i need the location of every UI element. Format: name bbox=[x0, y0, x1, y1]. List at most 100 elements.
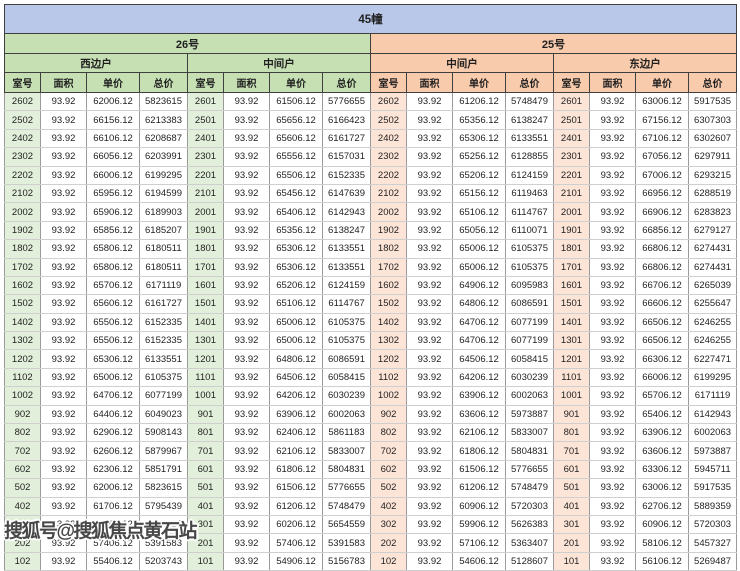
area-cell: 93.92 bbox=[40, 91, 87, 112]
total-price-cell: 6030239 bbox=[322, 386, 371, 406]
table-row: 1402 93.92 65506.12 6152335 1401 93.92 65006.1… bbox=[4, 312, 738, 333]
total-price-cell: 6105375 bbox=[322, 331, 371, 351]
unit-price-cell: 66806.12 bbox=[635, 257, 689, 277]
table-row: 502 93.92 62006.12 5823615 501 93.92 61506.12 5… bbox=[4, 478, 738, 498]
total-price-cell: 6161727 bbox=[139, 294, 188, 314]
area-cell: 93.92 bbox=[40, 220, 87, 241]
area-cell: 93.92 bbox=[223, 496, 270, 516]
total-price-cell: 5748479 bbox=[322, 496, 371, 516]
area-cell: 93.92 bbox=[40, 478, 87, 498]
room-cell: 1301 bbox=[553, 331, 590, 351]
column-header-total-price: 总价 bbox=[505, 72, 554, 93]
area-cell: 93.92 bbox=[589, 147, 636, 167]
room-cell: 2001 bbox=[187, 202, 224, 222]
total-price-cell: 5833007 bbox=[505, 423, 554, 443]
room-cell: 602 bbox=[4, 459, 41, 480]
unit-price-cell: 62906.12 bbox=[86, 423, 140, 443]
unit-price-cell: 65506.12 bbox=[269, 165, 323, 185]
unit-price-cell: 66006.12 bbox=[635, 367, 689, 388]
unit-label-west: 西边户 bbox=[4, 53, 188, 73]
unit-price-cell: 66506.12 bbox=[635, 331, 689, 351]
unit-price-cell: 55406.12 bbox=[86, 551, 140, 571]
unit-price-cell: 63906.12 bbox=[269, 404, 323, 425]
unit-price-cell: 65006.12 bbox=[269, 331, 323, 351]
total-price-cell: 6110071 bbox=[505, 220, 554, 241]
unit-price-cell: 65806.12 bbox=[86, 257, 140, 277]
room-cell: 801 bbox=[187, 423, 224, 443]
room-cell: 202 bbox=[370, 533, 407, 553]
total-price-cell: 5917535 bbox=[687, 478, 738, 498]
total-price-cell: 6208687 bbox=[139, 128, 188, 149]
area-cell: 93.92 bbox=[223, 257, 270, 277]
table-title: 45幢 bbox=[3, 4, 738, 34]
total-price-cell: 6142943 bbox=[322, 202, 371, 222]
area-cell: 93.92 bbox=[406, 165, 453, 185]
total-price-cell: 5945711 bbox=[687, 459, 738, 480]
column-header-room: 室号 bbox=[553, 72, 590, 93]
room-cell: 2001 bbox=[553, 202, 590, 222]
area-cell: 93.92 bbox=[589, 110, 636, 130]
price-table: 45幢 26号 25号 西边户 中间户 中间户 东边户 室号 面积 单价 总价 … bbox=[3, 4, 738, 571]
building-row: 26号 25号 bbox=[4, 33, 738, 54]
total-price-cell: 6246255 bbox=[687, 331, 738, 351]
area-cell: 93.92 bbox=[589, 165, 636, 185]
column-header-room: 室号 bbox=[187, 72, 224, 93]
unit-price-cell: 61506.12 bbox=[269, 478, 323, 498]
total-price-cell: 5851791 bbox=[139, 459, 188, 480]
total-price-cell: 6152335 bbox=[139, 312, 188, 333]
unit-price-cell: 66606.12 bbox=[635, 294, 689, 314]
total-price-cell: 6105375 bbox=[322, 312, 371, 333]
room-cell: 1801 bbox=[553, 239, 590, 259]
table-row: 2302 93.92 66056.12 6203991 2301 93.92 65556.1… bbox=[4, 147, 738, 167]
room-cell: 401 bbox=[187, 496, 224, 516]
column-header-unit-price: 单价 bbox=[635, 72, 689, 93]
unit-price-cell: 66106.12 bbox=[86, 128, 140, 149]
room-cell: 101 bbox=[187, 551, 224, 571]
table-row: 102 93.92 55406.12 5203743 101 93.92 54906.12 5… bbox=[4, 551, 738, 571]
room-cell: 1702 bbox=[4, 257, 41, 277]
total-price-cell: 6180511 bbox=[139, 257, 188, 277]
room-cell: 102 bbox=[370, 551, 407, 571]
room-cell: 402 bbox=[4, 496, 41, 516]
table-row: 1302 93.92 65506.12 6152335 1301 93.92 65006.1… bbox=[4, 331, 738, 351]
area-cell: 93.92 bbox=[40, 202, 87, 222]
room-cell: 902 bbox=[370, 404, 407, 425]
column-header-room: 室号 bbox=[4, 72, 41, 93]
room-cell: 1601 bbox=[187, 275, 224, 296]
area-cell: 93.92 bbox=[40, 514, 87, 535]
unit-price-cell: 64806.12 bbox=[452, 294, 506, 314]
unit-price-cell: 60906.12 bbox=[635, 514, 689, 535]
table-row: 2002 93.92 65906.12 6189903 2001 93.92 65406.1… bbox=[4, 202, 738, 222]
room-cell: 802 bbox=[370, 423, 407, 443]
area-cell: 93.92 bbox=[40, 367, 87, 388]
total-price-cell: 6255647 bbox=[687, 294, 738, 314]
column-header-unit-price: 单价 bbox=[452, 72, 506, 93]
unit-price-cell: 62006.12 bbox=[86, 478, 140, 498]
total-price-cell: 6077199 bbox=[505, 312, 554, 333]
unit-price-cell: 62106.12 bbox=[452, 423, 506, 443]
area-cell: 93.92 bbox=[406, 349, 453, 369]
column-header-area: 面积 bbox=[406, 72, 453, 93]
table-row: 602 93.92 62306.12 5851791 601 93.92 61806.12 5… bbox=[4, 459, 738, 480]
unit-price-cell: 61806.12 bbox=[452, 441, 506, 461]
table-row: 2402 93.92 66106.12 6208687 2401 93.92 65606.1… bbox=[4, 128, 738, 149]
total-price-cell: 6138247 bbox=[505, 110, 554, 130]
total-price-cell: 5889359 bbox=[687, 496, 738, 516]
total-price-cell: 6297911 bbox=[687, 147, 738, 167]
room-cell: 1402 bbox=[4, 312, 41, 333]
unit-price-cell: 61706.12 bbox=[86, 496, 140, 516]
total-price-cell: 6152335 bbox=[139, 331, 188, 351]
area-cell: 93.92 bbox=[223, 478, 270, 498]
room-cell: 1802 bbox=[4, 239, 41, 259]
area-cell: 93.92 bbox=[40, 275, 87, 296]
area-cell: 93.92 bbox=[223, 202, 270, 222]
total-price-cell: 5861183 bbox=[322, 423, 371, 443]
area-cell: 93.92 bbox=[223, 239, 270, 259]
area-cell: 93.92 bbox=[40, 386, 87, 406]
column-header-area: 面积 bbox=[223, 72, 270, 93]
total-price-cell: 5457327 bbox=[687, 533, 738, 553]
area-cell: 93.92 bbox=[40, 551, 87, 571]
room-cell: 401 bbox=[553, 496, 590, 516]
room-cell: 1202 bbox=[370, 349, 407, 369]
room-cell: 1302 bbox=[4, 331, 41, 351]
